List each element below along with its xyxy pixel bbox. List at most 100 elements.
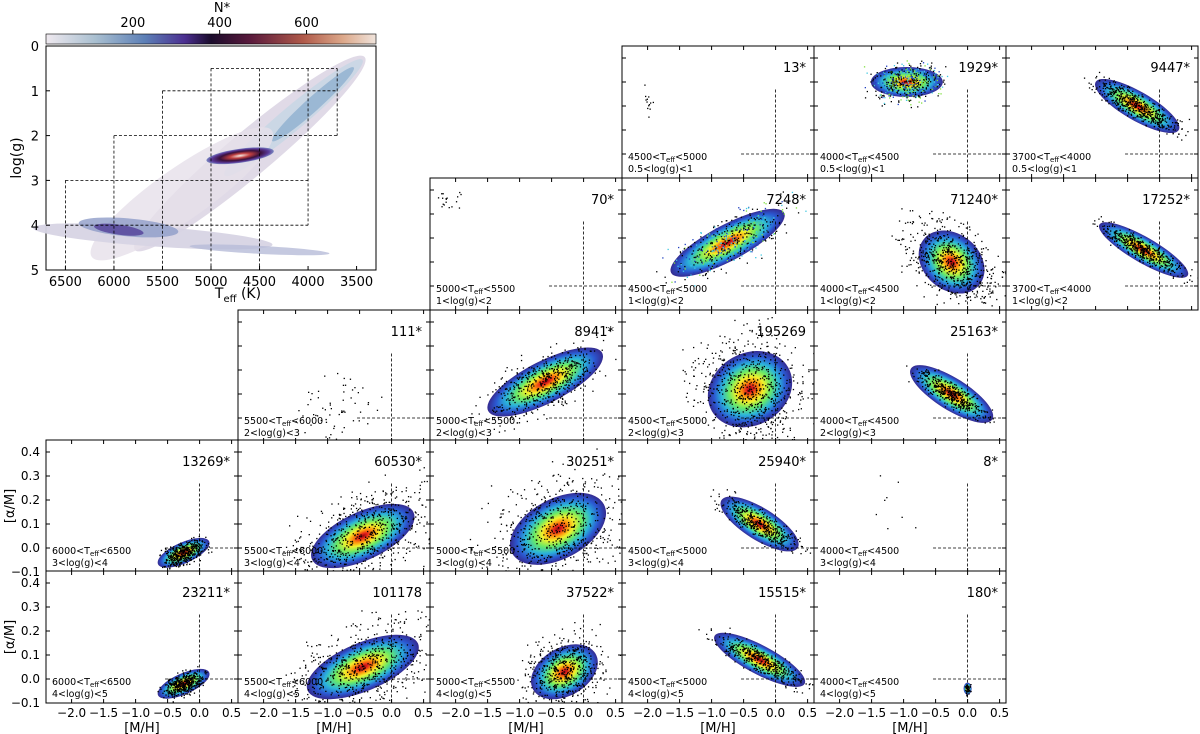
scatter-point [602,339,605,342]
scatter-point [812,383,814,385]
scatter-point [965,402,968,404]
scatter-point [931,88,933,90]
scatter-point [1112,99,1114,102]
scatter-point [732,349,734,352]
scatter-point [1152,256,1155,258]
scatter-point [561,372,563,374]
scatter-point [710,242,712,245]
scatter-point [913,73,915,75]
scatter-point [985,416,987,418]
scatter-point [913,89,915,91]
scatter-point [909,88,911,90]
scatter-point [778,401,780,403]
scatter-point [888,84,890,86]
kiel-ytick-label: 0 [31,40,39,55]
scatter-point [771,335,773,337]
scatter-point [895,67,897,69]
scatter-point [1125,239,1127,241]
scatter-point [991,409,994,411]
scatter-point [566,367,568,369]
scatter-point [586,353,588,355]
scatter-point [177,552,179,554]
scatter-point [1112,224,1114,226]
scatter-point [895,81,897,83]
scatter-point [684,268,686,270]
scatter-point [965,256,967,258]
scatter-point [1147,111,1149,113]
scatter-point [723,383,725,386]
scatter-point [957,243,960,245]
scatter-point [493,407,495,409]
scatter-point [921,370,923,373]
scatter-point [740,371,742,373]
scatter-point [722,250,724,252]
scatter-point [752,351,754,353]
scatter-point [1130,101,1132,103]
scatter-point [898,89,900,92]
scatter-point [926,82,928,84]
scatter-point [884,103,886,105]
scatter-point [941,263,943,265]
scatter-point [733,259,735,261]
scatter-point [771,234,773,237]
scatter-point [1157,121,1159,124]
scatter-point [962,407,965,409]
scatter-point [1125,101,1128,103]
scatter-point [953,280,955,283]
scatter-point [745,392,747,394]
scatter-point [954,265,956,268]
scatter-point [558,392,561,395]
scatter-point [1178,133,1180,135]
scatter-point [1152,110,1155,113]
scatter-point [743,354,745,356]
scatter-point [939,236,942,238]
scatter-point [782,423,784,425]
scatter-point [1152,251,1154,253]
scatter-point [1095,77,1097,79]
scatter-point [770,386,773,388]
scatter-point [1140,116,1142,118]
scatter-point [789,427,791,429]
scatter-point [1181,128,1183,130]
scatter-point [749,412,751,414]
scatter-point [923,372,926,374]
scatter-point [341,410,343,412]
scatter-point [989,416,992,418]
scatter-point [976,263,979,265]
scatter-point [908,71,910,74]
scatter-point [940,237,942,239]
scatter-point [725,225,728,228]
scatter-point [755,240,757,243]
scatter-point [315,414,317,417]
scatter-point [933,76,935,78]
scatter-point [903,83,905,85]
scatter-point [910,99,912,101]
scatter-point [979,409,981,412]
scatter-point [554,384,556,387]
scatter-point [935,260,937,262]
scatter-point [950,278,953,280]
scatter-point [797,212,800,214]
scatter-point [1134,246,1136,248]
scatter-point [944,392,946,394]
scatter-point [722,384,724,386]
scatter-point [1129,97,1131,99]
scatter-point [1132,239,1134,241]
scatter-point [912,81,914,83]
scatter-point [760,217,762,220]
scatter-point [1121,103,1124,105]
scatter-point [958,226,960,228]
scatter-point [705,273,707,275]
scatter-point [726,372,728,374]
scatter-point [768,390,770,392]
scatter-point [925,275,927,277]
scatter-point [1129,109,1131,111]
scatter-point [1170,266,1172,268]
scatter-point [1110,85,1112,87]
scatter-point [956,280,959,282]
scatter-point [936,386,939,388]
scatter-point [938,391,940,393]
scatter-point [788,387,790,389]
